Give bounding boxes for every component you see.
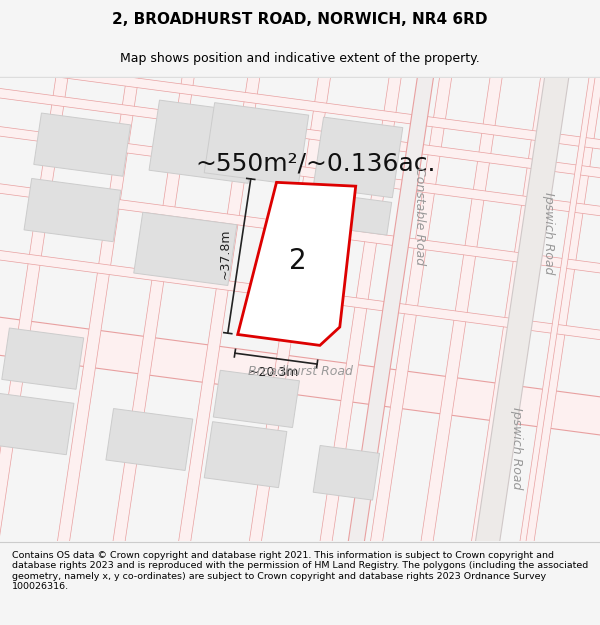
Polygon shape: [412, 44, 507, 607]
Polygon shape: [461, 51, 556, 614]
Polygon shape: [55, 0, 151, 559]
Polygon shape: [508, 11, 600, 619]
Bar: [322, 194, 392, 235]
Bar: [313, 446, 380, 500]
Text: 2: 2: [289, 248, 307, 276]
Polygon shape: [0, 0, 81, 551]
Bar: [213, 370, 299, 428]
Polygon shape: [0, 245, 600, 346]
Text: Constable Road: Constable Road: [413, 167, 427, 265]
Bar: [2, 328, 83, 389]
Polygon shape: [109, 4, 205, 567]
Bar: [0, 394, 74, 455]
Text: ~550m²/~0.136ac.: ~550m²/~0.136ac.: [195, 151, 436, 175]
Bar: [106, 409, 193, 471]
Polygon shape: [238, 182, 356, 346]
Polygon shape: [174, 13, 269, 576]
Text: ~20.3m: ~20.3m: [249, 366, 299, 379]
Text: 2, BROADHURST ROAD, NORWICH, NR4 6RD: 2, BROADHURST ROAD, NORWICH, NR4 6RD: [112, 12, 488, 27]
Polygon shape: [313, 31, 408, 594]
Polygon shape: [0, 179, 600, 281]
Polygon shape: [465, 5, 579, 616]
Text: Ipswich Road: Ipswich Road: [510, 406, 523, 489]
Bar: [204, 102, 309, 185]
Polygon shape: [340, 0, 446, 598]
Polygon shape: [511, 58, 600, 620]
Polygon shape: [243, 22, 338, 584]
Bar: [134, 213, 237, 286]
Bar: [149, 100, 259, 183]
Bar: [24, 179, 121, 242]
Bar: [204, 422, 287, 488]
Polygon shape: [0, 58, 600, 159]
Polygon shape: [0, 304, 600, 446]
Text: Contains OS data © Crown copyright and database right 2021. This information is : Contains OS data © Crown copyright and d…: [12, 551, 588, 591]
Bar: [34, 113, 131, 176]
Text: Ipswich Road: Ipswich Road: [542, 192, 555, 274]
Bar: [313, 117, 403, 198]
Polygon shape: [0, 86, 600, 187]
Text: Map shows position and indicative extent of the property.: Map shows position and indicative extent…: [120, 52, 480, 65]
Polygon shape: [0, 123, 600, 224]
Text: Broadhurst Road: Broadhurst Road: [248, 365, 353, 378]
Polygon shape: [362, 38, 457, 601]
Text: ~37.8m: ~37.8m: [219, 229, 232, 279]
